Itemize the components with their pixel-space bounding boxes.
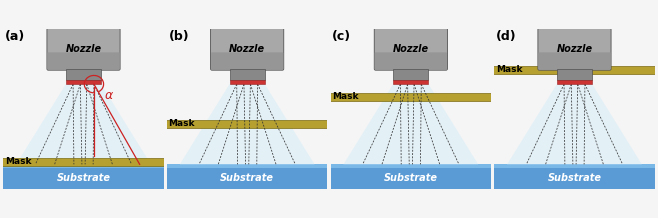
Bar	[486, 66, 658, 74]
Text: Mask: Mask	[5, 157, 32, 166]
Bar	[66, 69, 101, 80]
Bar	[557, 69, 592, 80]
Bar	[393, 80, 428, 84]
Bar	[230, 80, 265, 84]
Bar	[491, 164, 658, 189]
Text: Substrate: Substrate	[547, 173, 601, 183]
FancyBboxPatch shape	[538, 28, 611, 70]
FancyBboxPatch shape	[211, 52, 284, 70]
Text: Substrate: Substrate	[384, 173, 438, 183]
Bar	[164, 164, 330, 168]
Text: Nozzle: Nozzle	[557, 44, 593, 54]
FancyBboxPatch shape	[47, 52, 120, 70]
Bar	[557, 80, 592, 84]
Bar	[328, 164, 494, 168]
Text: Mask: Mask	[168, 119, 195, 128]
FancyBboxPatch shape	[374, 28, 447, 70]
Bar	[164, 164, 330, 189]
Bar	[0, 158, 172, 166]
Bar	[159, 120, 336, 128]
Bar	[230, 69, 265, 80]
Text: (d): (d)	[496, 30, 517, 43]
Text: Nozzle: Nozzle	[65, 44, 101, 54]
Polygon shape	[16, 84, 151, 164]
Bar	[66, 80, 101, 84]
Text: (a): (a)	[5, 30, 25, 43]
Bar	[491, 164, 658, 168]
Text: (b): (b)	[168, 30, 190, 43]
Text: Mask: Mask	[332, 92, 359, 101]
FancyBboxPatch shape	[47, 28, 120, 70]
Text: Substrate: Substrate	[220, 173, 274, 183]
Text: Substrate: Substrate	[57, 173, 111, 183]
Text: $\alpha$: $\alpha$	[103, 89, 114, 102]
Text: Mask: Mask	[496, 65, 522, 74]
Polygon shape	[180, 84, 315, 164]
FancyBboxPatch shape	[374, 52, 447, 70]
Bar	[393, 69, 428, 80]
Polygon shape	[507, 84, 642, 164]
Text: Nozzle: Nozzle	[229, 44, 265, 54]
FancyBboxPatch shape	[211, 28, 284, 70]
Bar	[328, 164, 494, 189]
Bar	[322, 93, 499, 101]
Bar	[0, 164, 167, 189]
Bar	[0, 164, 167, 168]
Text: Nozzle: Nozzle	[393, 44, 429, 54]
FancyBboxPatch shape	[538, 52, 611, 70]
Polygon shape	[343, 84, 478, 164]
Text: (c): (c)	[332, 30, 351, 43]
